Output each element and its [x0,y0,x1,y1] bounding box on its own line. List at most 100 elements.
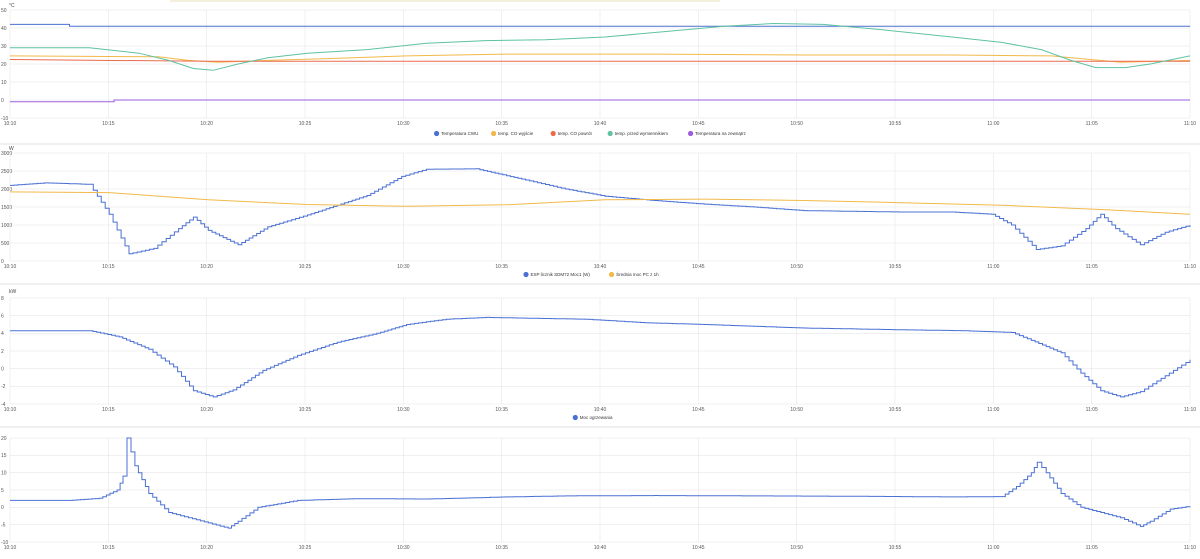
y-tick-label: 0 [1,98,4,104]
y-tick-label: 20 [1,62,7,68]
legend-label[interactable]: Średnia moc PC z 1h [616,270,659,277]
x-tick-label: 10:30 [397,407,410,413]
x-tick-label: 10:50 [790,121,803,127]
x-tick-label: 10:50 [790,545,803,551]
y-tick-label: 10 [1,470,7,476]
legend-label[interactable]: temp. CO wyjście [498,131,534,136]
x-tick-label: 11:05 [1086,264,1098,270]
series-line [10,99,1190,103]
y-tick-label: 10 [1,80,7,86]
x-tick-label: 10:25 [299,121,312,127]
legend-marker[interactable] [609,271,615,278]
x-tick-label: 10:10 [4,545,17,551]
x-tick-label: 10:35 [495,121,508,127]
y-tick-label: 0 [1,259,4,265]
x-tick-label: 10:40 [594,545,607,551]
unit-label: kW [9,289,17,295]
legend-marker[interactable] [491,130,497,137]
y-tick-label: 1500 [1,205,12,211]
x-tick-label: 10:35 [495,545,508,551]
legend-marker[interactable] [572,414,578,421]
series-line [10,437,1191,529]
x-tick-label: 10:50 [790,407,803,413]
x-tick-label: 11:10 [1184,545,1196,551]
x-tick-label: 10:40 [594,264,607,270]
top-edge [170,0,720,2]
legend-marker[interactable] [688,130,694,137]
x-tick-label: 10:50 [790,264,803,270]
x-tick-label: 10:30 [397,545,410,551]
series-line [9,191,1191,215]
y-tick-label: 3000 [1,151,12,157]
legend-marker[interactable] [550,130,556,137]
x-tick-label: 11:10 [1184,264,1196,270]
x-tick-label: 10:40 [594,407,607,413]
x-tick-label: 10:15 [102,545,115,551]
legend-label[interactable]: Moc ogrzewania [580,415,613,420]
y-tick-label: -4 [1,402,6,408]
x-tick-label: 10:10 [4,264,17,270]
heating-power-panel: kW 8 6 4 2 0 -2 -410:10 10:15 10:20 10:25 10:30 10:3… [0,289,1200,428]
x-tick-label: 10:25 [299,264,312,270]
series-line [9,59,1190,62]
x-tick-label: 11:10 [1184,121,1196,127]
x-tick-label: 11:00 [987,545,999,551]
x-tick-label: 11:10 [1184,407,1196,413]
y-tick-label: -10 [1,116,8,122]
x-tick-label: 10:15 [102,264,115,270]
x-tick-label: 11:00 [987,407,999,413]
series-line [10,168,1191,255]
unit-label: °C [9,3,15,9]
series-line [10,316,1191,398]
y-tick-label: 6 [1,313,4,319]
y-tick-label: 40 [1,26,7,32]
x-tick-label: 10:20 [200,407,213,413]
x-tick-label: 10:40 [594,121,607,127]
y-tick-label: -5 [1,522,6,528]
y-tick-label: 500 [1,241,10,247]
x-tick-label: 11:00 [987,264,999,270]
x-tick-label: 10:30 [397,121,410,127]
legend-label[interactable]: Temperatura na zewnątrz [695,131,747,136]
x-tick-label: 10:20 [200,121,213,127]
x-tick-label: 10:55 [889,264,902,270]
legend-label[interactable]: temp. przed wymiennikiem [615,131,669,136]
y-tick-label: 8 [1,296,4,302]
legend-label[interactable]: temp. CO powrót [558,131,593,136]
y-tick-label: 20 [1,436,7,442]
unit-label: W [9,146,14,152]
x-tick-label: 10:45 [692,545,705,551]
series-line [10,23,1190,27]
legend-label[interactable]: Temperatura CWU [441,131,478,136]
y-tick-label: 2500 [1,169,12,175]
x-tick-label: 10:30 [397,264,410,270]
x-tick-label: 10:25 [299,407,312,413]
y-tick-label: 0 [1,505,4,511]
x-tick-label: 10:55 [889,121,902,127]
legend-label[interactable]: ESP licznik SDM72 Moc1 (W) [531,272,591,277]
legend-marker[interactable] [607,130,613,137]
y-tick-label: 30 [1,44,7,50]
y-tick-label: 2 [1,349,4,355]
x-tick-label: 10:10 [4,407,17,413]
x-tick-label: 10:45 [692,264,705,270]
x-tick-label: 10:45 [692,121,705,127]
legend-marker[interactable] [434,130,440,137]
x-tick-label: 10:35 [495,264,508,270]
y-tick-label: -2 [1,384,6,390]
x-tick-label: 10:25 [299,545,312,551]
series-line [10,22,1191,71]
x-tick-label: 10:10 [4,121,17,127]
x-tick-label: 11:05 [1086,121,1098,127]
x-tick-label: 10:35 [495,407,508,413]
x-tick-label: 10:55 [889,407,902,413]
y-tick-label: 4 [1,331,4,337]
x-tick-label: 10:20 [200,264,213,270]
legend-marker[interactable] [523,271,529,278]
y-tick-label: 5 [1,488,4,494]
x-tick-label: 10:20 [200,545,213,551]
